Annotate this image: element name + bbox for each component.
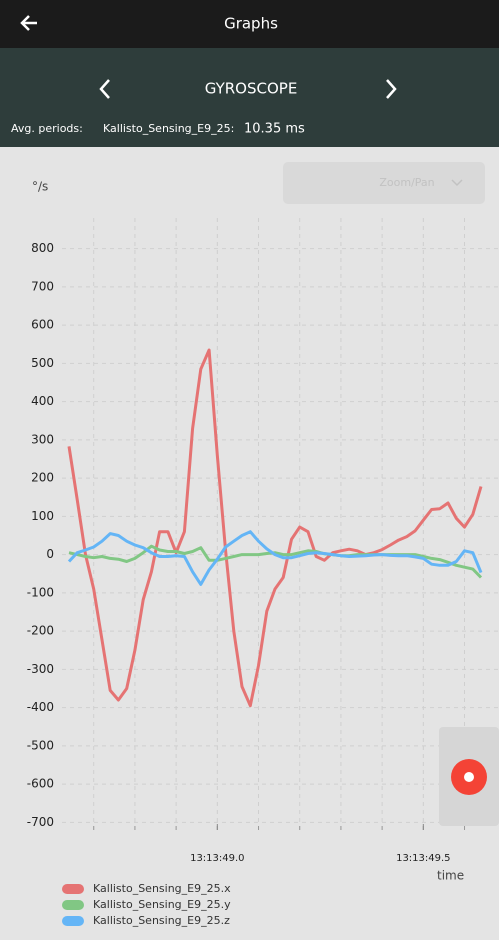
- y-tick-label: -500: [27, 738, 54, 752]
- legend-swatch: [62, 884, 84, 894]
- x-axis-label: time: [437, 869, 464, 883]
- y-tick-label: 400: [31, 394, 54, 408]
- y-tick-label: -300: [27, 662, 54, 676]
- app-title: Graphs: [224, 15, 278, 33]
- y-tick-label: 200: [31, 471, 54, 485]
- y-tick-label: -200: [27, 624, 54, 638]
- y-tick-label: 700: [31, 279, 54, 293]
- legend-label: Kallisto_Sensing_E9_25.x: [93, 882, 231, 895]
- y-tick-label: -700: [27, 815, 54, 829]
- record-icon: [464, 772, 474, 782]
- x-tick-label: 13:13:49.0: [190, 853, 244, 864]
- legend-label: Kallisto_Sensing_E9_25.y: [93, 898, 231, 911]
- y-tick-label: 800: [31, 241, 54, 255]
- y-tick-label: 0: [46, 547, 54, 561]
- data-line: [67, 530, 483, 586]
- avg-label: Avg. periods:: [11, 122, 83, 135]
- data-line: [68, 544, 483, 579]
- y-tick-label: -600: [27, 777, 54, 791]
- app-bar: [0, 0, 499, 48]
- dropdown-icon: [451, 179, 463, 187]
- avg-period: 10.35 ms: [244, 122, 305, 137]
- zoom-pan-dropdown[interactable]: [283, 162, 485, 204]
- y-tick-label: 500: [31, 356, 54, 370]
- x-tick-label: 13:13:49.5: [396, 853, 450, 864]
- y-axis-label: °/s: [32, 180, 48, 194]
- y-tick-label: 300: [31, 432, 54, 446]
- device-name: Kallisto_Sensing_E9_25:: [103, 122, 234, 135]
- legend-swatch: [62, 900, 84, 910]
- legend-swatch: [62, 916, 84, 926]
- plot: 800 700 600 500 400 300 200 100 0 -100 -200 -300 -40…: [27, 218, 499, 927]
- y-tick-label: 100: [31, 509, 54, 523]
- y-tick-label: 600: [31, 318, 54, 332]
- legend-label: Kallisto_Sensing_E9_25.z: [93, 914, 230, 927]
- prev-sensor[interactable]: [99, 79, 110, 99]
- sensor-title: GYROSCOPE: [205, 80, 298, 98]
- zoom-pan-label: Zoom/Pan: [379, 176, 434, 189]
- data-line: [67, 348, 483, 708]
- y-tick-label: -100: [27, 585, 54, 599]
- back-button[interactable]: [20, 15, 37, 31]
- next-sensor[interactable]: [386, 79, 397, 99]
- sensor-bar: [0, 48, 499, 147]
- y-tick-label: -400: [27, 700, 54, 714]
